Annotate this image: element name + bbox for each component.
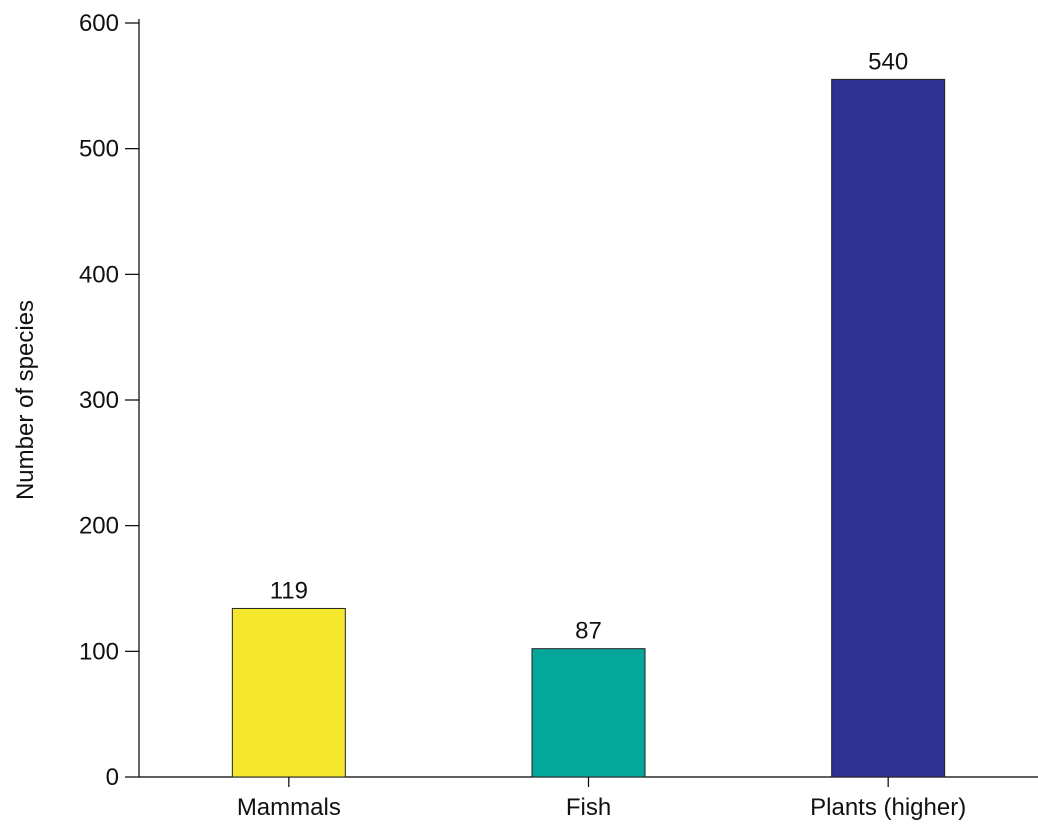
bar-plants-higher	[831, 78, 946, 778]
x-tick-label: Fish	[566, 794, 611, 821]
bar-value-label: 119	[270, 577, 308, 604]
bar-mammals	[231, 607, 346, 778]
y-tick-label: 300	[79, 387, 119, 414]
y-axis-title: Number of species	[12, 300, 39, 500]
y-tick-label: 100	[79, 638, 119, 665]
y-tick-label: 500	[79, 136, 119, 163]
x-tick-label: Mammals	[237, 794, 341, 821]
bar-fish	[531, 648, 646, 778]
plot-area: 0 100 200 300 400 500 600 119 Mammals 87 Fish 540 Pl…	[79, 10, 1038, 821]
x-tick-label: Plants (higher)	[810, 794, 966, 821]
bar-value-label: 540	[868, 48, 908, 75]
y-tick-label: 200	[79, 513, 119, 540]
bar-value-label: 87	[575, 618, 602, 645]
y-tick-label: 600	[79, 10, 119, 37]
y-tick-label: 400	[79, 261, 119, 288]
y-tick-label: 0	[106, 764, 119, 791]
